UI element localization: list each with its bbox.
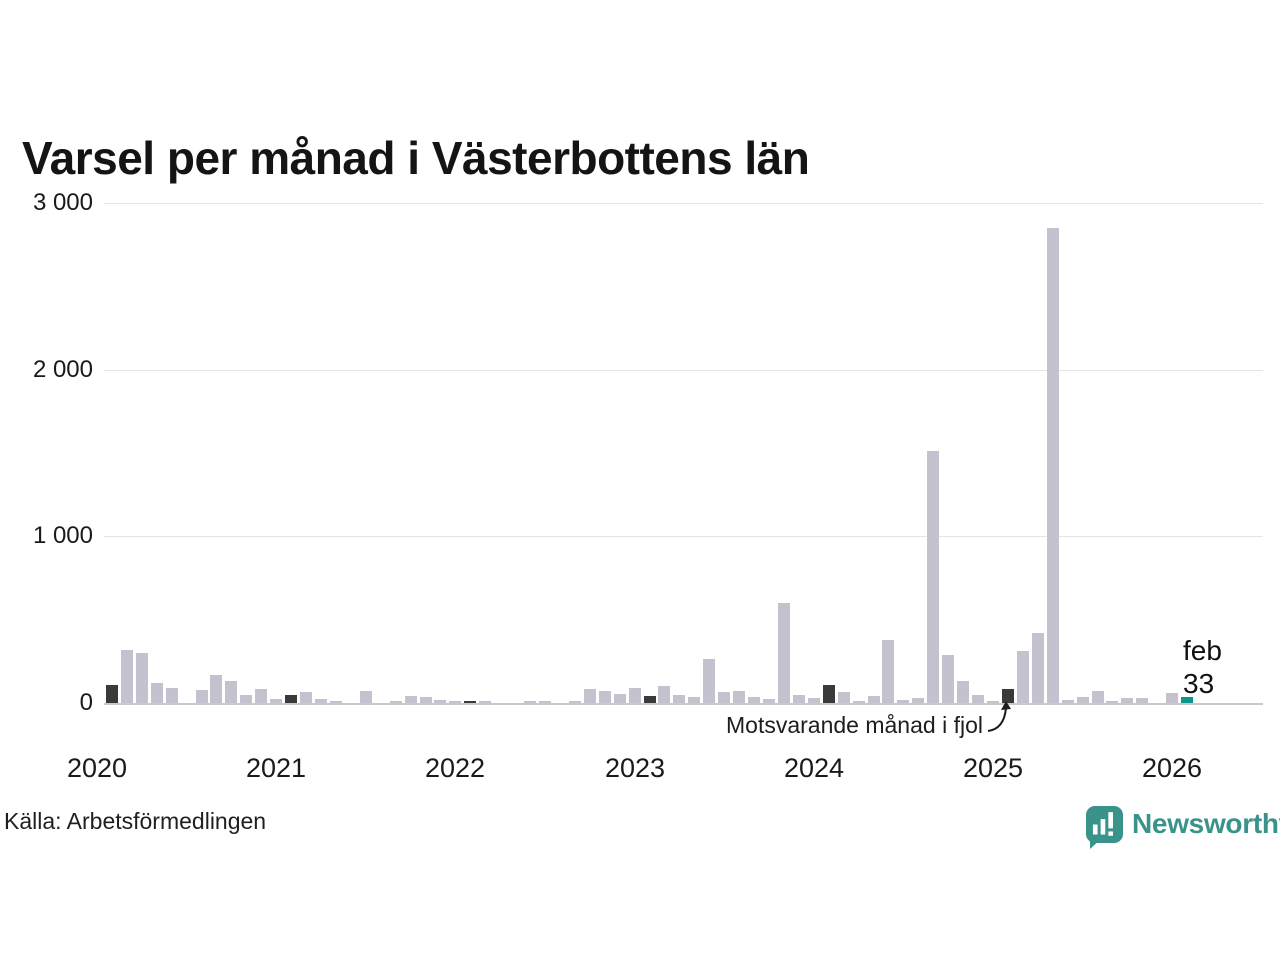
- bar-dec-2022: [614, 694, 626, 703]
- bar-sep-2021: [390, 701, 402, 703]
- bar-apr-2023: [673, 695, 685, 703]
- bar-sep-2022: [569, 701, 581, 703]
- bar-feb-2022: [464, 701, 476, 703]
- bar-chart-icon: [1092, 811, 1113, 836]
- bar-okt-2021: [405, 696, 417, 703]
- bar-sep-2024: [927, 451, 939, 703]
- bar-mar-2024: [838, 692, 850, 703]
- bar-feb-2025: [1002, 689, 1014, 703]
- x-axis-year-label: 2021: [245, 753, 307, 783]
- bar-nov-2021: [420, 697, 432, 703]
- bar-jan-2022: [449, 701, 461, 703]
- bar-jan-2025: [987, 701, 999, 703]
- bar-aug-2023: [733, 691, 745, 703]
- speech-bubble-tail: [1090, 838, 1101, 849]
- bar-jul-2024: [897, 700, 909, 703]
- bar-nov-2022: [599, 691, 611, 703]
- bar-jun-2025: [1062, 700, 1074, 703]
- bar-jun-2020: [166, 688, 178, 703]
- bar-maj-2023: [688, 697, 700, 703]
- bar-feb-2023: [644, 696, 656, 703]
- bar-jun-2023: [703, 659, 715, 703]
- y-axis-tick-label: 0: [79, 689, 93, 716]
- bar-okt-2022: [584, 689, 596, 703]
- bar-dec-2023: [793, 695, 805, 703]
- gridline: [104, 370, 1263, 371]
- bar-apr-2020: [136, 653, 148, 703]
- latest-value-text: 33: [1183, 668, 1215, 699]
- bar-feb-2020: [106, 685, 118, 703]
- source-label: Källa: Arbetsförmedlingen: [4, 808, 267, 834]
- bar-maj-2024: [868, 696, 880, 703]
- bar-mar-2023: [658, 686, 670, 703]
- bar-maj-2021: [330, 701, 342, 703]
- bar-jul-2022: [539, 701, 551, 703]
- bar-okt-2020: [225, 681, 237, 703]
- x-axis-year-label: 2020: [66, 753, 128, 783]
- bar-aug-2020: [196, 690, 208, 703]
- bar-dec-2024: [972, 695, 984, 703]
- x-axis-year-label: 2025: [962, 753, 1024, 783]
- x-axis-year-label: 2022: [424, 753, 486, 783]
- gridline: [104, 536, 1263, 537]
- annotation-arrow-icon: [987, 701, 1011, 732]
- bar-aug-2025: [1092, 691, 1104, 703]
- y-axis-tick-label: 3 000: [32, 189, 93, 216]
- bar-jan-2021: [270, 699, 282, 703]
- bar-maj-2025: [1047, 228, 1059, 703]
- bar-mar-2020: [121, 650, 133, 703]
- bar-nov-2020: [240, 695, 252, 703]
- bar-jun-2022: [524, 701, 536, 703]
- baseline: [104, 703, 1263, 705]
- bar-dec-2020: [255, 689, 267, 703]
- bar-feb-2021: [285, 695, 297, 703]
- bar-mar-2021: [300, 692, 312, 703]
- chart-title: Varsel per månad i Västerbottens län: [22, 132, 810, 184]
- latest-month-text: feb: [1183, 635, 1222, 666]
- bar-sep-2023: [748, 697, 760, 703]
- x-axis-year-label: 2026: [1141, 753, 1203, 783]
- bar-mar-2022: [479, 701, 491, 703]
- bar-apr-2025: [1032, 633, 1044, 703]
- bar-okt-2025: [1121, 698, 1133, 703]
- bar-sep-2025: [1106, 701, 1118, 703]
- bar-sep-2020: [210, 675, 222, 703]
- y-axis-tick-label: 1 000: [32, 522, 93, 549]
- bar-okt-2024: [942, 655, 954, 703]
- bar-jan-2024: [808, 698, 820, 703]
- bar-jun-2024: [882, 640, 894, 703]
- bar-okt-2023: [763, 699, 775, 703]
- x-axis-year-label: 2023: [604, 753, 666, 783]
- x-axis-year-label: 2024: [783, 753, 845, 783]
- bar-jan-2023: [629, 688, 641, 703]
- bar-apr-2024: [853, 701, 865, 703]
- bar-feb-2026: [1181, 697, 1193, 703]
- bar-dec-2021: [434, 700, 446, 703]
- bar-feb-2024: [823, 685, 835, 703]
- bar-jul-2021: [360, 691, 372, 703]
- bar-nov-2024: [957, 681, 969, 703]
- bar-mar-2025: [1017, 651, 1029, 703]
- bar-jul-2023: [718, 692, 730, 703]
- brand-name: Newsworthy: [1132, 808, 1280, 839]
- bar-nov-2025: [1136, 698, 1148, 703]
- y-axis-tick-label: 2 000: [32, 356, 93, 383]
- bar-nov-2023: [778, 603, 790, 703]
- latest-value-label: feb 33: [1183, 634, 1222, 700]
- bar-aug-2024: [912, 698, 924, 703]
- gridline: [104, 203, 1263, 204]
- brand-logo: Newsworthy: [1086, 804, 1280, 849]
- bar-jul-2025: [1077, 697, 1089, 703]
- bar-maj-2020: [151, 683, 163, 703]
- bar-apr-2021: [315, 699, 327, 703]
- newsworthy-logo-icon: [1086, 805, 1123, 849]
- annotation-label: Motsvarande månad i fjol: [726, 712, 983, 738]
- bar-jan-2026: [1166, 693, 1178, 703]
